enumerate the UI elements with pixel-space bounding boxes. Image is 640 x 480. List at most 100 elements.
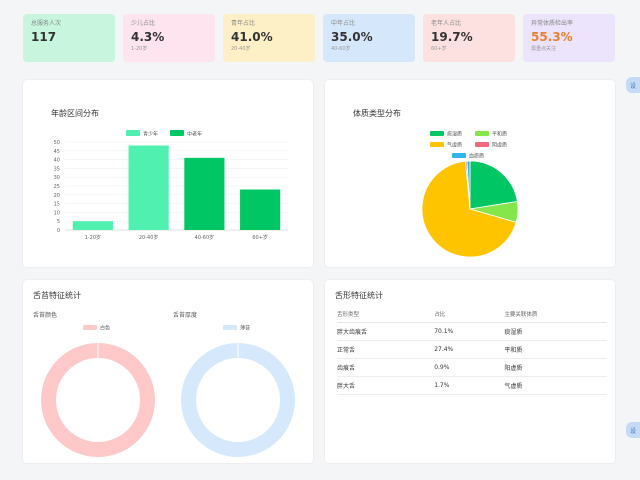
table-row: 胖大舌 1.7% 气虚质 bbox=[337, 376, 607, 395]
y-tick-label: 30 bbox=[54, 175, 60, 181]
pie-slice bbox=[466, 160, 471, 210]
coating-card: 舌苔特征统计 舌苔颜色 舌苔厚度 白色 薄苔 bbox=[23, 280, 313, 463]
stat-label: 少儿占比 bbox=[131, 20, 156, 27]
stat-value: 19.7% bbox=[431, 30, 473, 44]
y-tick-label: 50 bbox=[54, 140, 60, 146]
stat-label: 中年占比 bbox=[331, 20, 356, 27]
constitution-chart-card: 体质类型分布 痰湿质 平和质 气虚质 阴虚质 血瘀质 bbox=[325, 80, 615, 267]
x-tick-label: 40-60岁 bbox=[195, 234, 215, 241]
shape-card: 舌形特征统计 舌形类型 占比 主要关联体质 胖大齿痕舌 70.1% 痰湿质 正常… bbox=[325, 280, 615, 463]
table-cell: 正常舌 bbox=[337, 340, 435, 359]
coating-title: 舌苔特征统计 bbox=[33, 291, 81, 300]
table-cell: 胖大齿痕舌 bbox=[337, 322, 435, 341]
stat-sub: 40-60岁 bbox=[331, 46, 351, 52]
stat-sub: 20-40岁 bbox=[231, 46, 251, 52]
stat-value: 117 bbox=[31, 30, 57, 44]
stat-label: 异常体质检出率 bbox=[531, 20, 574, 27]
table-header-cell: 主要关联体质 bbox=[504, 306, 607, 323]
table-cell: 胖大舌 bbox=[337, 376, 435, 395]
legend-swatch bbox=[430, 142, 444, 147]
x-tick-label: 1-20岁 bbox=[85, 234, 101, 241]
y-tick-label: 5 bbox=[57, 219, 60, 225]
donut-slice bbox=[181, 343, 295, 457]
legend-label: 青少年 bbox=[143, 131, 158, 138]
legend-label: 白色 bbox=[100, 325, 110, 332]
table-cell: 0.9% bbox=[434, 358, 505, 377]
shape-title: 舌形特征统计 bbox=[335, 291, 383, 300]
legend-swatch bbox=[83, 325, 97, 330]
legend-swatch bbox=[430, 131, 444, 136]
bar bbox=[184, 157, 225, 230]
legend-swatch bbox=[452, 153, 466, 158]
age-chart-card: 年龄区间分布 0 5 10 15 20 25 30 35 40 45 50 1-20岁 20-40岁 40… bbox=[23, 80, 313, 267]
side-tab-label: 设 bbox=[630, 83, 637, 90]
stat-label: 老年人占比 bbox=[431, 20, 462, 27]
side-settings-tab[interactable]: 设 bbox=[626, 77, 640, 93]
table-cell: 70.1% bbox=[434, 322, 505, 341]
stat-card-children: 少儿占比 4.3% 1-20岁 bbox=[123, 14, 215, 62]
stat-label: 青年占比 bbox=[231, 20, 256, 27]
y-tick-label: 35 bbox=[54, 166, 60, 172]
legend-label: 中老年 bbox=[187, 131, 202, 138]
table-cell: 齿痕舌 bbox=[337, 358, 435, 377]
legend-label: 气虚质 bbox=[447, 142, 462, 149]
table-header-cell: 舌形类型 bbox=[337, 306, 435, 323]
legend-label: 薄苔 bbox=[240, 325, 250, 332]
side-tab-label: 设 bbox=[630, 428, 637, 435]
stat-card-total: 总服务人次 117 bbox=[23, 14, 115, 62]
x-tick-label: 60+岁 bbox=[252, 234, 268, 241]
y-tick-label: 15 bbox=[54, 202, 60, 208]
stat-card-youth: 青年占比 41.0% 20-40岁 bbox=[223, 14, 315, 62]
coating-thickness-donut: 薄苔 bbox=[181, 325, 295, 457]
stat-card-middle-age: 中年占比 35.0% 40-60岁 bbox=[323, 14, 415, 62]
stat-value: 4.3% bbox=[131, 30, 165, 44]
legend-swatch bbox=[223, 325, 237, 330]
table-header-cell: 占比 bbox=[434, 306, 505, 323]
shape-table: 舌形类型 占比 主要关联体质 胖大齿痕舌 70.1% 痰湿质 正常舌 27.4%… bbox=[337, 306, 607, 395]
legend-label: 平和质 bbox=[492, 131, 507, 138]
table-row: 正常舌 27.4% 平和质 bbox=[337, 340, 607, 359]
x-tick-label: 20-40岁 bbox=[139, 234, 159, 241]
age-chart-title: 年龄区间分布 bbox=[51, 109, 99, 118]
age-bar-chart: 0 5 10 15 20 25 30 35 40 45 50 1-20岁 20-40岁 40-60岁 60+… bbox=[54, 130, 288, 241]
stat-card-abnormal-rate: 异常体质检出率 55.3% 需重点关注 bbox=[523, 14, 615, 62]
coating-color-donut: 白色 bbox=[41, 325, 155, 457]
table-cell: 阳虚质 bbox=[504, 358, 607, 377]
stat-label: 总服务人次 bbox=[31, 20, 62, 27]
table-cell: 气虚质 bbox=[504, 376, 607, 395]
legend-label: 血瘀质 bbox=[469, 153, 484, 160]
y-tick-label: 0 bbox=[57, 228, 60, 234]
stat-value: 35.0% bbox=[331, 30, 373, 44]
table-header-row: 舌形类型 占比 主要关联体质 bbox=[337, 306, 607, 323]
table-cell: 27.4% bbox=[434, 340, 505, 359]
legend-swatch bbox=[475, 142, 489, 147]
legend-label: 阴虚质 bbox=[492, 142, 507, 149]
y-tick-label: 20 bbox=[54, 193, 60, 199]
y-tick-label: 25 bbox=[54, 184, 60, 190]
coating-color-subtitle: 舌苔颜色 bbox=[33, 312, 58, 319]
y-tick-label: 10 bbox=[54, 210, 60, 216]
stat-card-elderly: 老年人占比 19.7% 60+岁 bbox=[423, 14, 515, 62]
legend-swatch bbox=[475, 131, 489, 136]
stat-sub: 需重点关注 bbox=[531, 46, 557, 52]
bar bbox=[72, 221, 113, 230]
donut-slice bbox=[41, 343, 155, 457]
y-tick-label: 40 bbox=[54, 158, 60, 164]
table-cell: 1.7% bbox=[434, 376, 505, 395]
stat-sub: 60+岁 bbox=[431, 46, 447, 52]
y-tick-label: 45 bbox=[54, 149, 60, 155]
bar bbox=[240, 189, 281, 230]
coating-thickness-subtitle: 舌苔厚度 bbox=[173, 312, 198, 319]
stat-sub: 1-20岁 bbox=[131, 46, 148, 52]
bar bbox=[128, 145, 169, 230]
table-row: 齿痕舌 0.9% 阳虚质 bbox=[337, 358, 607, 377]
pie-slice bbox=[421, 160, 517, 258]
pie-slice bbox=[469, 160, 518, 210]
stat-value: 55.3% bbox=[531, 30, 573, 44]
legend-swatch bbox=[126, 130, 140, 136]
table-cell: 痰湿质 bbox=[504, 322, 607, 341]
legend-label: 痰湿质 bbox=[447, 131, 462, 138]
side-settings-tab[interactable]: 设 bbox=[626, 422, 640, 438]
legend-swatch bbox=[170, 130, 184, 136]
